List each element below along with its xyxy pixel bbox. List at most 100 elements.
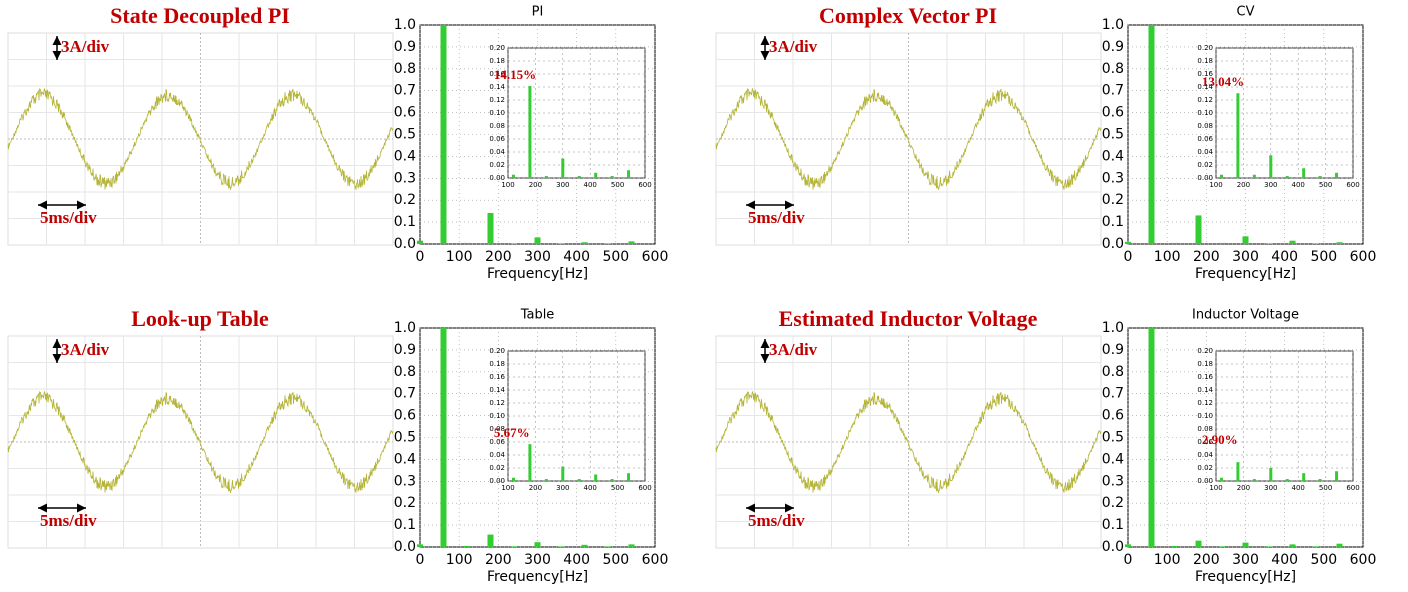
y-tick-label: 0.6 xyxy=(394,408,416,424)
x-tick-label: 200 xyxy=(1193,552,1220,568)
y-tick-label: 0.0 xyxy=(394,236,416,252)
chart-subtitle: CV xyxy=(1237,5,1255,20)
inset-x-tick-label: 600 xyxy=(638,181,651,189)
inset-bar xyxy=(561,467,564,481)
bar xyxy=(605,243,611,244)
time-scale-label: 5ms/div xyxy=(748,511,805,530)
x-tick-label: 500 xyxy=(602,552,629,568)
x-tick-label: 300 xyxy=(524,552,551,568)
inset-bar xyxy=(512,478,515,481)
y-tick-label: 0.7 xyxy=(1102,386,1124,402)
y-tick-label: 0.9 xyxy=(1102,342,1124,358)
y-tick-label: 0.4 xyxy=(1102,451,1124,467)
inset-y-tick-label: 0.10 xyxy=(489,109,505,117)
y-tick-label: 0.0 xyxy=(1102,236,1124,252)
x-tick-label: 100 xyxy=(1154,552,1181,568)
bar xyxy=(511,546,517,547)
inset-y-tick-label: 0.12 xyxy=(489,96,505,104)
inset-x-tick-label: 500 xyxy=(611,484,624,492)
inset-bar xyxy=(578,176,581,178)
bar xyxy=(1290,241,1296,244)
y-tick-label: 1.0 xyxy=(1102,17,1124,33)
y-tick-label: 0.7 xyxy=(1102,83,1124,99)
inset-bar xyxy=(594,173,597,178)
inset-y-tick-label: 0.06 xyxy=(1197,135,1213,143)
bar xyxy=(1337,242,1343,244)
x-tick-label: 500 xyxy=(1310,552,1337,568)
inset-y-tick-label: 0.02 xyxy=(489,161,505,169)
current-scale-label: 3A/div xyxy=(61,340,110,359)
bar xyxy=(1243,543,1249,547)
x-tick-label: 400 xyxy=(563,249,590,265)
bar xyxy=(1196,541,1202,547)
inset-bar xyxy=(627,170,630,178)
inset-annotation: 5.67% xyxy=(494,425,530,440)
inset-annotation: 2.90% xyxy=(1202,432,1238,447)
bar xyxy=(535,542,541,547)
chart-subtitle: Table xyxy=(520,308,555,323)
inset-y-tick-label: 0.20 xyxy=(1197,347,1213,355)
inset-bar xyxy=(1302,168,1305,178)
inset-bar xyxy=(611,479,614,481)
inset-bar xyxy=(611,176,614,178)
current-scale-label: 3A/div xyxy=(769,37,818,56)
inset-bar xyxy=(578,479,581,481)
bar xyxy=(605,546,611,547)
bar xyxy=(1313,546,1319,547)
y-tick-label: 0.7 xyxy=(394,83,416,99)
time-scale-label: 5ms/div xyxy=(748,208,805,227)
inset-y-tick-label: 0.08 xyxy=(1197,122,1213,130)
y-tick-label: 0.5 xyxy=(394,430,416,446)
y-tick-label: 0.2 xyxy=(1102,192,1124,208)
y-tick-label: 0.5 xyxy=(1102,430,1124,446)
x-tick-label: 100 xyxy=(1154,249,1181,265)
panel-title: State Decoupled PI xyxy=(110,3,290,28)
inset-y-tick-label: 0.04 xyxy=(1197,148,1213,156)
inset-y-tick-label: 0.10 xyxy=(1197,412,1213,420)
inset-y-tick-label: 0.10 xyxy=(489,412,505,420)
y-tick-label: 0.6 xyxy=(394,105,416,121)
inset-x-tick-label: 500 xyxy=(611,181,624,189)
bar xyxy=(464,243,470,244)
bar xyxy=(1313,243,1319,244)
inset-bar xyxy=(1220,478,1223,481)
inset-x-tick-label: 400 xyxy=(584,484,597,492)
inset-x-tick-label: 100 xyxy=(1209,484,1222,492)
inset-x-tick-label: 300 xyxy=(556,181,569,189)
inset-bar xyxy=(528,86,531,178)
inset-y-tick-label: 0.20 xyxy=(1197,44,1213,52)
y-tick-label: 0.5 xyxy=(1102,127,1124,143)
current-scale-label: 3A/div xyxy=(61,37,110,56)
y-tick-label: 0.4 xyxy=(1102,148,1124,164)
inset-x-tick-label: 200 xyxy=(1237,181,1250,189)
inset-bar xyxy=(1319,479,1322,481)
x-tick-label: 300 xyxy=(1232,552,1259,568)
x-tick-label: 600 xyxy=(1350,552,1377,568)
inset-y-tick-label: 0.20 xyxy=(489,44,505,52)
x-tick-label: 100 xyxy=(446,249,473,265)
y-tick-label: 0.1 xyxy=(1102,517,1124,533)
y-tick-label: 0.5 xyxy=(394,127,416,143)
inset-bar xyxy=(1335,173,1338,178)
bar xyxy=(1149,328,1155,547)
y-tick-label: 0.2 xyxy=(394,192,416,208)
inset-bar xyxy=(594,475,597,482)
inset-x-tick-label: 400 xyxy=(584,181,597,189)
x-tick-label: 600 xyxy=(642,552,669,568)
bar xyxy=(1125,242,1131,244)
inset-y-tick-label: 0.02 xyxy=(489,464,505,472)
bar xyxy=(1337,544,1343,547)
y-tick-label: 0.3 xyxy=(1102,170,1124,186)
inset-y-tick-label: 0.04 xyxy=(489,451,505,459)
y-tick-label: 0.3 xyxy=(394,170,416,186)
inset-y-tick-label: 0.18 xyxy=(1197,360,1213,368)
inset-y-tick-label: 0.16 xyxy=(1197,373,1213,381)
y-tick-label: 0.3 xyxy=(394,473,416,489)
y-tick-label: 0.8 xyxy=(394,364,416,380)
y-tick-label: 0.0 xyxy=(1102,539,1124,555)
inset-x-tick-label: 500 xyxy=(1319,181,1332,189)
y-tick-label: 0.8 xyxy=(1102,364,1124,380)
bar xyxy=(558,243,564,244)
bar xyxy=(1172,243,1178,244)
bar xyxy=(1266,243,1272,244)
